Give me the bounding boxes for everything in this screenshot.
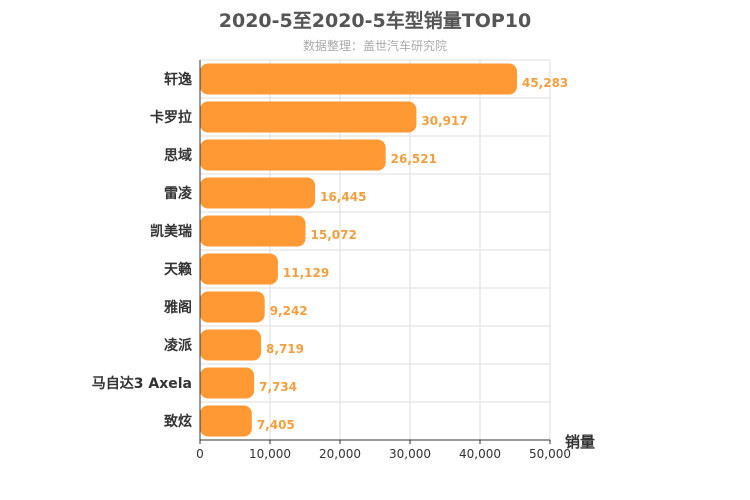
category-label: 凌派 xyxy=(164,337,193,354)
x-tick-label: 0 xyxy=(196,447,204,461)
category-label: 致炫 xyxy=(164,413,192,430)
bar xyxy=(200,367,255,399)
x-tick-label: 10,000 xyxy=(249,447,291,461)
value-label: 45,283 xyxy=(522,76,568,90)
bar xyxy=(200,101,417,133)
value-label: 7,734 xyxy=(259,380,297,394)
value-label: 16,445 xyxy=(320,190,366,204)
value-label: 26,521 xyxy=(391,152,437,166)
x-tick-label: 40,000 xyxy=(459,447,501,461)
bar xyxy=(200,329,262,361)
value-label: 30,917 xyxy=(421,114,467,128)
bar xyxy=(200,291,265,323)
value-label: 11,129 xyxy=(283,266,329,280)
bar xyxy=(200,215,306,247)
category-label: 轩逸 xyxy=(164,71,192,88)
chart-subtitle: 数据整理：盖世汽车研究院 xyxy=(302,39,447,53)
category-label: 雷凌 xyxy=(164,185,193,202)
category-label: 天籁 xyxy=(164,261,192,278)
category-label: 思域 xyxy=(164,147,192,164)
value-label: 9,242 xyxy=(270,304,308,318)
x-axis-title: 销量 xyxy=(565,433,595,451)
value-label: 8,719 xyxy=(266,342,304,356)
x-tick-label: 30,000 xyxy=(389,447,431,461)
grid-lines xyxy=(200,59,551,441)
bar xyxy=(200,177,316,209)
x-tick-label: 20,000 xyxy=(319,447,361,461)
value-label: 7,405 xyxy=(257,418,295,432)
category-label: 卡罗拉 xyxy=(150,109,192,126)
category-label: 凯美瑞 xyxy=(150,223,192,240)
chart-title: 2020-5至2020-5车型销量TOP10 xyxy=(218,10,532,32)
bar xyxy=(200,63,517,95)
x-tick-label: 50,000 xyxy=(529,447,571,461)
bars: 45,283 30,917 26,521 16,445 15,072 11,129 9,24… xyxy=(200,63,568,437)
category-label: 雅阁 xyxy=(164,299,192,316)
category-label: 马自达3 Axela xyxy=(92,375,192,392)
value-label: 15,072 xyxy=(311,228,357,242)
bar xyxy=(200,405,252,437)
bar xyxy=(200,253,278,285)
bar xyxy=(200,139,386,171)
